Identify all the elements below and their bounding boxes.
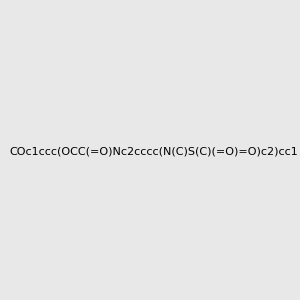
Text: COc1ccc(OCC(=O)Nc2cccc(N(C)S(C)(=O)=O)c2)cc1: COc1ccc(OCC(=O)Nc2cccc(N(C)S(C)(=O)=O)c2… [9, 146, 298, 157]
